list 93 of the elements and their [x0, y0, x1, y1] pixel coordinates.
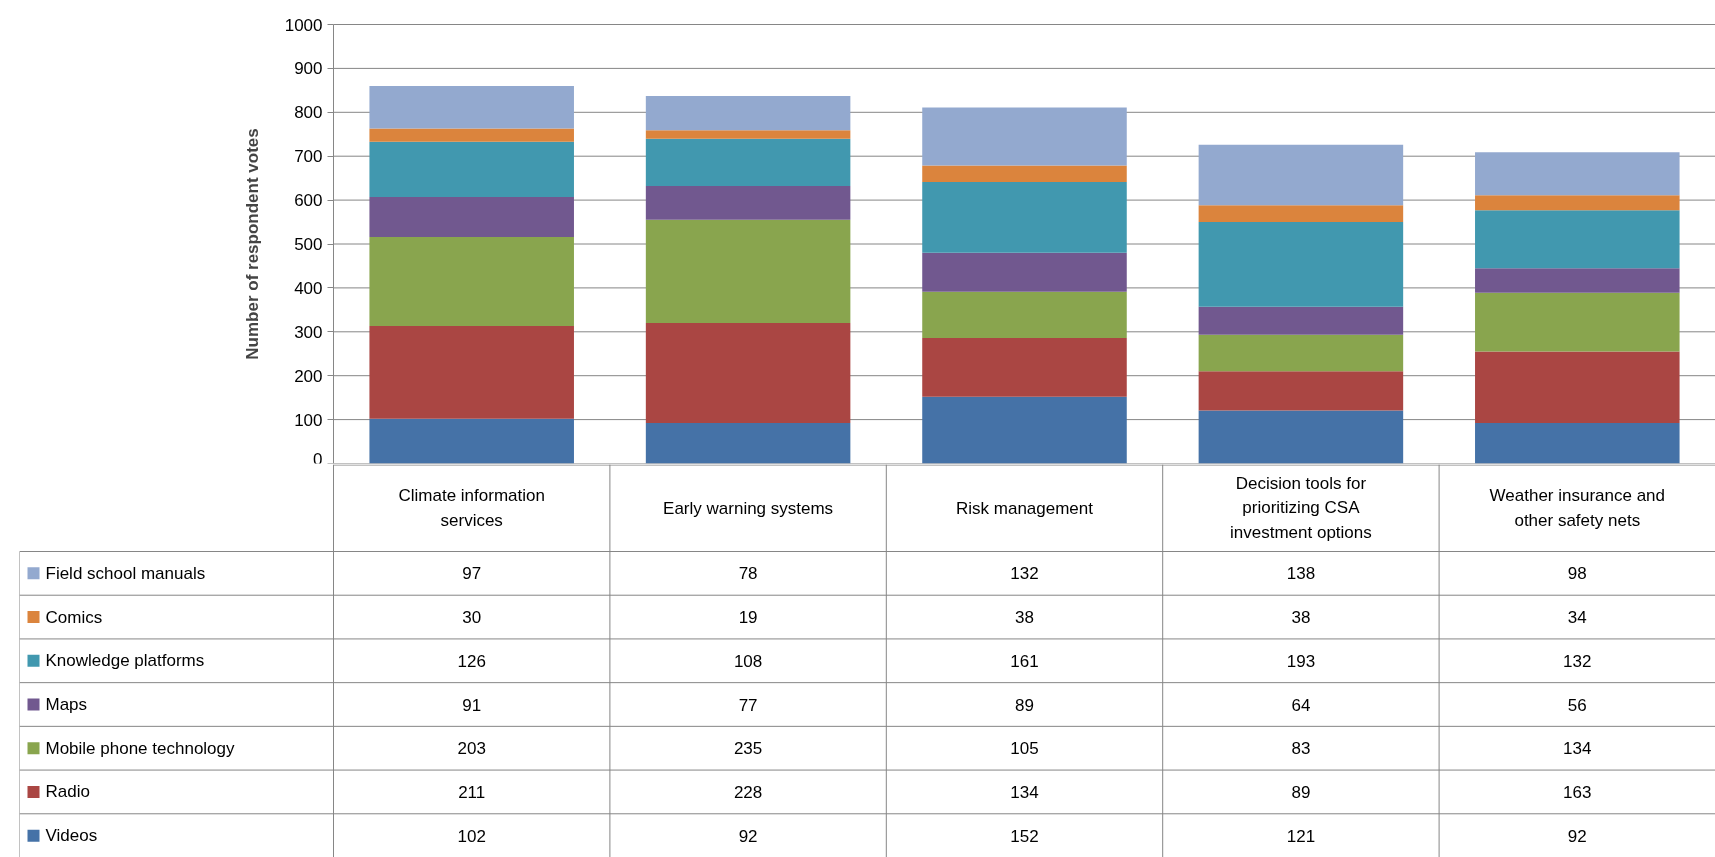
- data-label: 105: [1010, 739, 1039, 759]
- bar: [1475, 268, 1680, 293]
- bar: [645, 130, 851, 139]
- bar: [645, 423, 851, 464]
- y-tick-label: 900: [294, 59, 323, 79]
- bar: [645, 96, 851, 131]
- bar: [645, 186, 851, 220]
- data-label: 134: [1563, 739, 1592, 759]
- data-label: 92: [1567, 826, 1587, 846]
- legend-label: Videos: [45, 826, 98, 846]
- bar: [369, 236, 574, 327]
- data-label: 98: [1567, 564, 1587, 584]
- data-label: 203: [457, 739, 486, 759]
- bar: [1475, 351, 1680, 424]
- y-tick-label: 400: [294, 278, 323, 298]
- bar: [645, 323, 851, 424]
- y-tick-label: 500: [294, 235, 323, 254]
- bar: [1198, 205, 1404, 223]
- legend-label: Maps: [45, 695, 88, 714]
- bar: [1475, 152, 1680, 196]
- bar: [1198, 371, 1404, 411]
- bar: [922, 252, 1127, 292]
- bar: [1475, 210, 1680, 269]
- data-label: 102: [457, 826, 486, 846]
- data-label: 30: [462, 608, 482, 628]
- bar: [369, 128, 574, 142]
- y-tick-label: 200: [294, 366, 323, 386]
- legend-label: Field school manuals: [45, 563, 206, 583]
- bar: [369, 85, 574, 129]
- bar: [1198, 410, 1404, 464]
- data-label: 78: [738, 564, 758, 584]
- data-label: 108: [733, 651, 763, 671]
- bar: [1198, 144, 1404, 206]
- bar: [1475, 195, 1680, 211]
- x-tick-label: Early warning systems: [663, 498, 834, 518]
- x-tick-label: Weather insurance and other safety nets: [1489, 486, 1666, 530]
- bar: [922, 165, 1127, 183]
- legend-label: Radio: [45, 782, 90, 802]
- data-label: 77: [738, 695, 758, 715]
- legend-label: Mobile phone technology: [45, 738, 236, 758]
- data-label: 64: [1291, 695, 1311, 715]
- y-tick-label: 700: [294, 147, 323, 167]
- data-label: 211: [458, 782, 486, 802]
- y-axis-title: Number of respondent votes: [242, 128, 262, 360]
- data-label: 126: [457, 651, 486, 671]
- data-label: 38: [1015, 608, 1034, 628]
- y-tick-label: 100: [294, 410, 323, 430]
- data-label: 138: [1286, 564, 1316, 584]
- bar: [369, 418, 574, 464]
- data-label: 56: [1567, 695, 1587, 715]
- data-label: 193: [1286, 651, 1316, 671]
- data-label: 91: [462, 695, 482, 715]
- bar: [1475, 292, 1680, 352]
- data-label: 92: [738, 826, 758, 846]
- bar: [1198, 222, 1404, 307]
- data-label: 132: [1010, 564, 1039, 584]
- data-label: 38: [1291, 608, 1311, 628]
- x-tick-label: Climate information services: [398, 486, 545, 530]
- data-label: 19: [738, 608, 758, 628]
- bar: [1198, 334, 1404, 372]
- data-label: 163: [1563, 782, 1592, 802]
- bar: [922, 396, 1127, 464]
- data-label: 134: [1010, 782, 1039, 802]
- bar: [922, 291, 1127, 338]
- data-label: 97: [462, 564, 482, 584]
- bar: [645, 219, 851, 324]
- bar: [369, 326, 574, 419]
- x-tick-label: Decision tools for prioritizing CSA investment options: [1230, 473, 1372, 543]
- legend-label: Comics: [45, 607, 103, 627]
- data-label: 89: [1015, 695, 1034, 715]
- bar: [1475, 423, 1680, 464]
- bar: [369, 141, 574, 198]
- bar: [922, 337, 1127, 397]
- data-label: 235: [733, 739, 763, 759]
- data-label: 83: [1291, 739, 1311, 759]
- x-tick-label: Risk management: [956, 498, 1094, 518]
- bar: [922, 107, 1127, 166]
- legend-label: Knowledge platforms: [45, 651, 205, 671]
- bar: [369, 197, 574, 237]
- data-label: 121: [1286, 826, 1316, 846]
- bar: [922, 182, 1127, 253]
- data-label: 89: [1291, 782, 1311, 802]
- bar: [645, 138, 851, 187]
- bar: [1198, 306, 1404, 335]
- y-tick-label: 300: [294, 322, 323, 342]
- data-label: 152: [1010, 826, 1039, 846]
- data-label: 228: [733, 782, 763, 802]
- y-tick-label: 800: [294, 103, 323, 123]
- data-label: 161: [1010, 651, 1039, 671]
- data-label: 132: [1563, 651, 1592, 671]
- y-tick-label: 600: [294, 191, 323, 211]
- y-tick-label: 1000: [284, 15, 323, 35]
- data-label: 34: [1567, 608, 1587, 628]
